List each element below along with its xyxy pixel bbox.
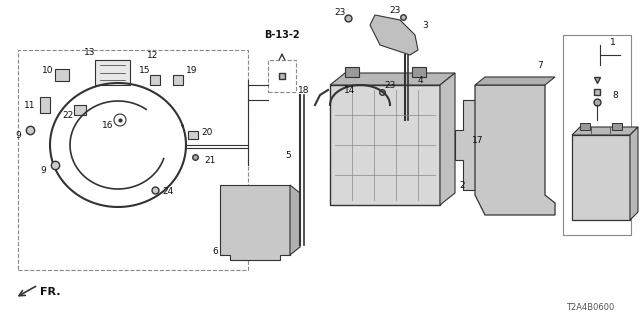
Text: 23: 23 <box>334 7 346 17</box>
Text: 8: 8 <box>612 91 618 100</box>
Text: 4: 4 <box>417 76 423 84</box>
FancyBboxPatch shape <box>173 75 183 85</box>
Text: 5: 5 <box>285 150 291 159</box>
Text: 15: 15 <box>140 66 151 75</box>
FancyBboxPatch shape <box>345 67 359 77</box>
Text: 18: 18 <box>298 85 310 94</box>
Text: 19: 19 <box>186 66 198 75</box>
Text: 22: 22 <box>62 110 74 119</box>
Text: 7: 7 <box>537 60 543 69</box>
Polygon shape <box>370 15 418 55</box>
Text: 14: 14 <box>344 85 356 94</box>
Text: 23: 23 <box>384 81 396 90</box>
Text: 2: 2 <box>459 180 465 189</box>
Text: 9: 9 <box>15 131 21 140</box>
Text: 23: 23 <box>389 5 401 14</box>
Polygon shape <box>330 73 455 85</box>
Text: 12: 12 <box>147 51 159 60</box>
FancyBboxPatch shape <box>188 131 198 139</box>
FancyBboxPatch shape <box>95 60 130 85</box>
Polygon shape <box>220 185 290 260</box>
Text: B-13-2: B-13-2 <box>264 30 300 40</box>
Text: 24: 24 <box>163 188 173 196</box>
FancyBboxPatch shape <box>150 75 160 85</box>
FancyBboxPatch shape <box>580 123 590 130</box>
Polygon shape <box>455 100 495 190</box>
Text: 3: 3 <box>422 20 428 29</box>
Text: 6: 6 <box>212 247 218 257</box>
FancyBboxPatch shape <box>572 135 630 220</box>
Polygon shape <box>290 185 300 255</box>
Text: 9: 9 <box>40 165 46 174</box>
Text: FR.: FR. <box>40 287 60 297</box>
Polygon shape <box>440 73 455 205</box>
Text: 16: 16 <box>102 121 114 130</box>
Polygon shape <box>475 85 555 215</box>
Text: 1: 1 <box>610 37 616 46</box>
FancyBboxPatch shape <box>612 123 622 130</box>
Text: T2A4B0600: T2A4B0600 <box>566 303 614 313</box>
Polygon shape <box>475 77 555 85</box>
FancyBboxPatch shape <box>74 105 86 115</box>
FancyBboxPatch shape <box>40 97 50 113</box>
Text: 11: 11 <box>24 100 36 109</box>
Text: 17: 17 <box>472 135 484 145</box>
Text: 20: 20 <box>202 127 212 137</box>
Polygon shape <box>630 127 638 220</box>
FancyBboxPatch shape <box>55 69 69 81</box>
Text: 10: 10 <box>42 66 54 75</box>
FancyBboxPatch shape <box>412 67 426 77</box>
FancyBboxPatch shape <box>330 85 440 205</box>
Polygon shape <box>572 127 638 135</box>
Text: 13: 13 <box>84 47 96 57</box>
Text: 21: 21 <box>204 156 216 164</box>
